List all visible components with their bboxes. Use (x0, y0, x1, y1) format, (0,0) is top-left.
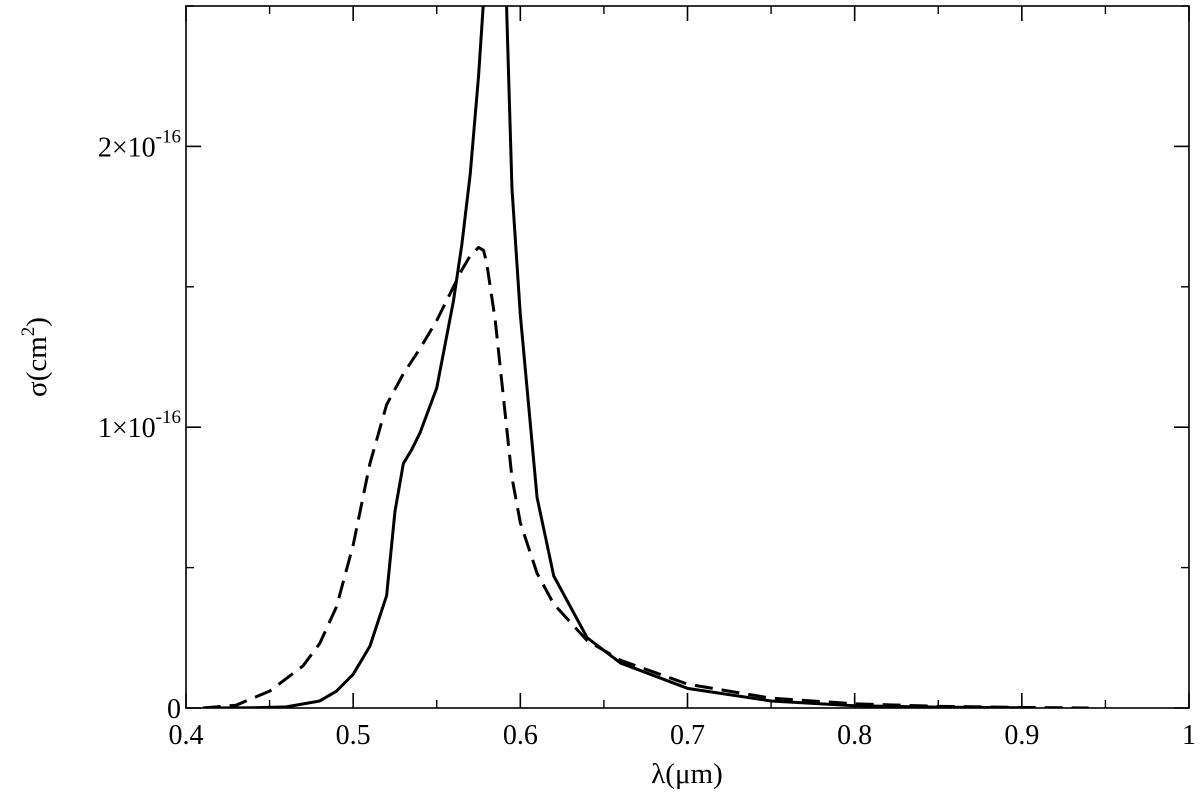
y-tick-label: 0 (167, 694, 181, 725)
y-axis-label-main: σ(cm (21, 336, 53, 397)
x-tick-label: 0.7 (670, 720, 705, 751)
y-tick-label: 2×10-16 (98, 126, 181, 163)
y-axis-label: σ(cm2) (18, 317, 53, 397)
y-axis-label-sup: 2 (18, 327, 39, 337)
plot-frame (185, 5, 1190, 709)
series-layer (202, 6, 1089, 708)
x-tick-label: 0.8 (837, 720, 872, 751)
x-tick-label: 0.4 (169, 720, 204, 751)
x-tick-label: 0.5 (336, 720, 371, 751)
y-axis-label-close: ) (21, 317, 53, 327)
series-line-solid (202, 6, 1022, 708)
y-tick-label: 1×10-16 (98, 407, 181, 444)
x-tick-label: 0.6 (503, 720, 538, 751)
x-tick-label: 0.9 (1004, 720, 1039, 751)
x-axis-label: λ(μm) (651, 758, 722, 790)
series-line-dashed (202, 245, 1089, 708)
ticks-layer: 0.4 0.5 0.6 0.7 0.8 0.9 1 0 1×10-16 2×10-16 (98, 5, 1196, 751)
x-tick-label: 1 (1182, 720, 1196, 751)
